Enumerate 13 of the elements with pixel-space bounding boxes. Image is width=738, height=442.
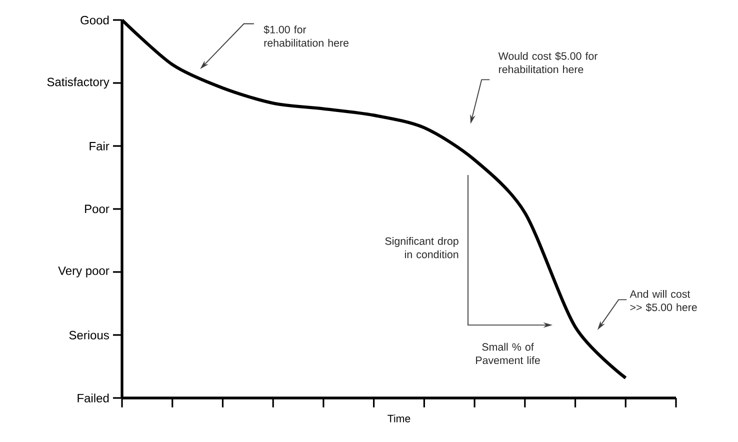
text: Serious — [69, 330, 109, 340]
text: Fair — [90, 142, 110, 150]
annotation: And will cost >> $5.00 here — [630, 290, 697, 312]
text: Poor — [85, 204, 110, 214]
text: Satisfactory — [47, 77, 110, 89]
annotation: Would cost $5.00 for rehabilitation here — [498, 52, 598, 74]
annotation: Small % of Pavement life — [476, 342, 540, 364]
annotation: Significant drop in condition — [385, 237, 458, 258]
text: Very poor — [58, 266, 110, 278]
text: Failed — [78, 394, 109, 402]
x-axis-title: Time — [388, 414, 410, 422]
text: Good — [80, 16, 109, 24]
annotation: $1.00 for rehabilitation here — [264, 25, 349, 47]
